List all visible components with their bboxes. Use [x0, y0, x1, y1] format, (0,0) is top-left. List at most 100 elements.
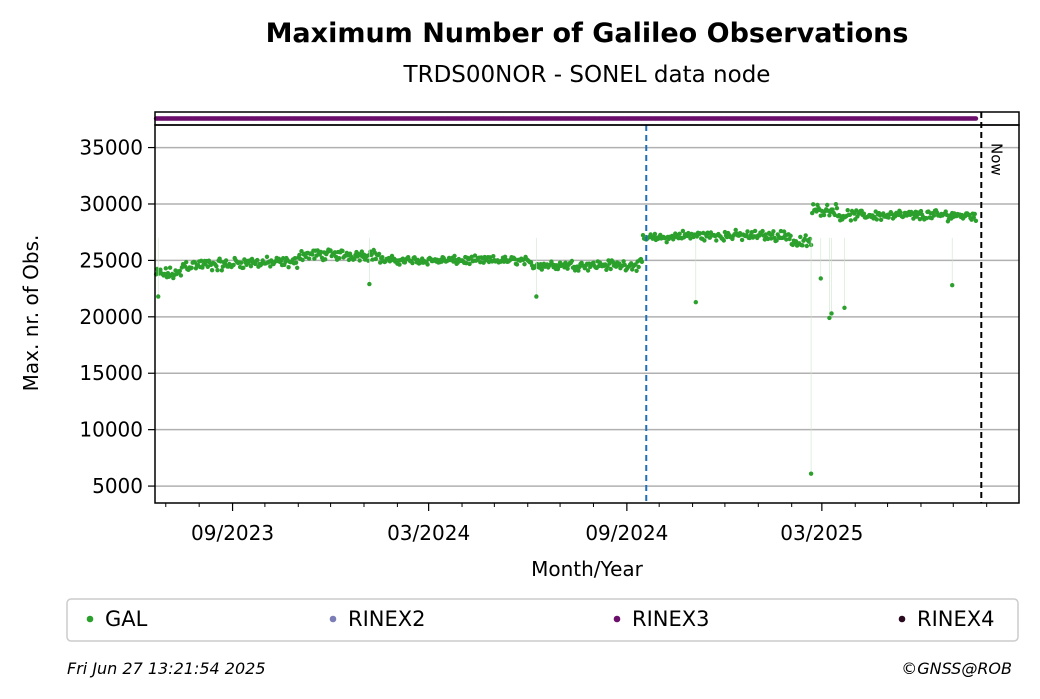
gal-point	[177, 268, 182, 274]
gal-point	[295, 265, 300, 270]
gal-point	[811, 202, 816, 207]
gal-point	[376, 251, 382, 257]
rinex3-point	[973, 116, 979, 121]
gal-point	[634, 268, 639, 273]
gal-point	[522, 262, 527, 267]
gal-point	[369, 252, 374, 257]
gal-point	[410, 260, 415, 266]
gal-point	[931, 213, 937, 218]
y-tick-label: 5000	[92, 474, 143, 498]
gal-point	[886, 215, 891, 220]
gal-point	[608, 266, 613, 272]
gal-point	[178, 273, 184, 278]
gal-point	[569, 258, 575, 264]
gal-point	[827, 315, 832, 321]
gal-point	[512, 256, 517, 262]
gal-point	[255, 257, 260, 263]
gal-point	[745, 229, 750, 234]
gal-point	[697, 231, 703, 236]
gal-point	[639, 259, 645, 264]
gal-point	[781, 229, 787, 234]
x-axis-ticks: 09/2023 03/2024 09/2024 03/2025	[165, 503, 988, 545]
gal-point	[472, 253, 478, 258]
x-tick-label: 09/2023	[191, 521, 274, 545]
gal-point	[771, 229, 776, 234]
x-tick-label: 03/2025	[780, 521, 863, 545]
gal-point	[156, 294, 161, 299]
gal-point	[373, 256, 378, 262]
gal-point	[874, 217, 879, 222]
gal-point	[721, 238, 726, 243]
gal-point	[268, 264, 273, 269]
gal-point	[901, 214, 906, 219]
plot-area-frame	[154, 124, 1020, 504]
date-markers: Now	[645, 112, 1005, 503]
gal-point	[239, 260, 244, 265]
gal-point	[788, 233, 793, 238]
gal-point	[898, 210, 903, 215]
gal-point	[297, 252, 302, 258]
gal-point	[514, 262, 520, 267]
legend-label-gal: GAL	[105, 607, 148, 631]
gal-point	[340, 248, 345, 254]
gal-point	[380, 255, 385, 260]
y-tick-label: 25000	[79, 248, 143, 272]
legend-label-rinex3: RINEX3	[632, 607, 710, 631]
legend-marker-rinex3	[613, 615, 621, 623]
gal-point	[845, 208, 850, 213]
gal-point	[739, 237, 745, 243]
gal-point	[367, 281, 372, 287]
y-axis-label: Max. nr. of Obs.	[19, 235, 43, 392]
gal-point	[917, 217, 923, 222]
y-tick-label: 15000	[79, 361, 143, 385]
gal-point	[165, 271, 171, 276]
gal-point	[918, 208, 924, 214]
gal-point	[306, 256, 312, 261]
gal-point	[693, 299, 699, 305]
gal-point	[800, 243, 805, 248]
gal-point	[332, 250, 338, 255]
y-tick-label: 10000	[79, 418, 143, 442]
gal-point	[189, 265, 194, 270]
gal-point	[359, 249, 364, 254]
gal-point	[950, 283, 955, 288]
gal-point	[821, 212, 827, 218]
gal-point	[807, 236, 813, 242]
gal-point	[328, 248, 333, 253]
gal-point	[825, 202, 830, 208]
gal-point	[464, 261, 469, 266]
gal-point	[833, 202, 839, 207]
gal-point	[576, 268, 581, 273]
gal-point	[215, 268, 220, 273]
gal-point	[769, 236, 774, 241]
gal-point	[971, 215, 976, 220]
gal-point	[528, 260, 534, 265]
gal-series	[153, 202, 979, 476]
gal-point	[818, 276, 823, 281]
gal-point	[264, 254, 270, 259]
y-axis-ticks: 5000 10000 15000 20000 25000 30000 35000	[79, 136, 155, 498]
gal-point	[158, 267, 163, 272]
gal-point	[749, 230, 754, 235]
gal-point	[677, 231, 682, 236]
gal-point	[346, 257, 352, 263]
chart-title: Maximum Number of Galileo Observations	[266, 18, 909, 49]
gal-point	[808, 471, 814, 476]
gal-point	[852, 211, 857, 216]
gal-point	[248, 264, 254, 269]
legend-marker-rinex2	[329, 615, 337, 623]
legend: GAL RINEX2 RINEX3 RINEX4	[66, 598, 1019, 642]
gal-point	[763, 232, 768, 237]
gal-point	[292, 256, 298, 261]
grid-lines	[155, 146, 1019, 487]
gal-point	[452, 253, 457, 259]
gal-point	[167, 265, 173, 270]
gal-point	[572, 268, 578, 273]
gal-point	[911, 216, 916, 221]
gal-point	[944, 212, 949, 218]
gal-point	[622, 262, 627, 267]
gal-point	[219, 268, 224, 273]
gal-point	[199, 258, 204, 263]
gal-point	[352, 256, 357, 262]
